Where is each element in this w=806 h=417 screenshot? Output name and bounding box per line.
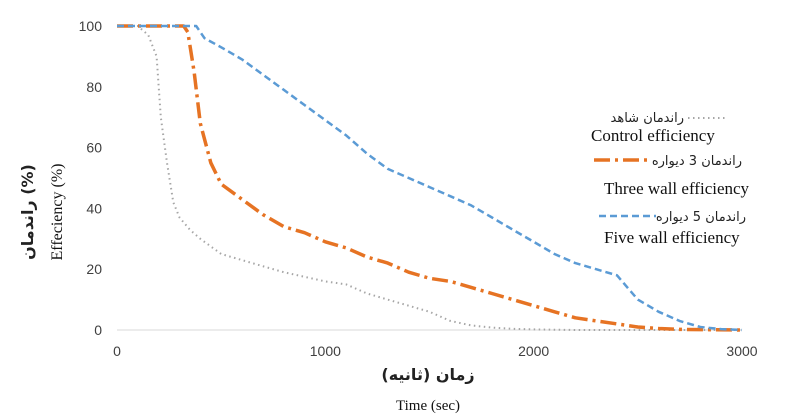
- legend: راندمان شاهد Control efficiency راندمان …: [591, 111, 750, 247]
- y-tick-labels: 0 20 40 60 80 100: [79, 18, 103, 338]
- series-layer: [117, 24, 743, 332]
- y-tick-label: 40: [86, 200, 102, 216]
- series-line-five-wall: [117, 24, 743, 332]
- y-tick-label: 20: [86, 261, 102, 277]
- x-tick-label: 3000: [726, 343, 757, 359]
- series-line-control: [117, 25, 742, 331]
- x-tick-label: 0: [113, 343, 121, 359]
- legend-label-three-wall-en: Three wall efficiency: [604, 179, 750, 198]
- legend-label-five-wall-en: Five wall efficiency: [604, 228, 740, 247]
- y-axis-label-fa: راندمان (%): [18, 164, 37, 260]
- x-tick-label: 2000: [518, 343, 549, 359]
- y-tick-label: 0: [94, 322, 102, 338]
- legend-label-control-en: Control efficiency: [591, 126, 715, 145]
- x-axis-label-en: Time (sec): [396, 398, 460, 414]
- legend-label-control-fa: راندمان شاهد: [611, 111, 684, 126]
- x-axis-label-fa: زمان (ثانیه): [381, 365, 474, 384]
- y-tick-label: 60: [86, 140, 102, 156]
- y-tick-label: 100: [79, 18, 103, 34]
- y-axis-label-en: Effeciency (%): [49, 164, 66, 261]
- legend-label-three-wall-fa: راندمان 3 دیواره: [652, 154, 742, 169]
- x-tick-label: 1000: [310, 343, 341, 359]
- legend-label-five-wall-fa: راندمان 5 دیواره: [656, 210, 746, 225]
- y-tick-label: 80: [86, 79, 102, 95]
- series-line-three-wall: [117, 24, 743, 332]
- x-tick-labels: 0 1000 2000 3000: [113, 343, 758, 359]
